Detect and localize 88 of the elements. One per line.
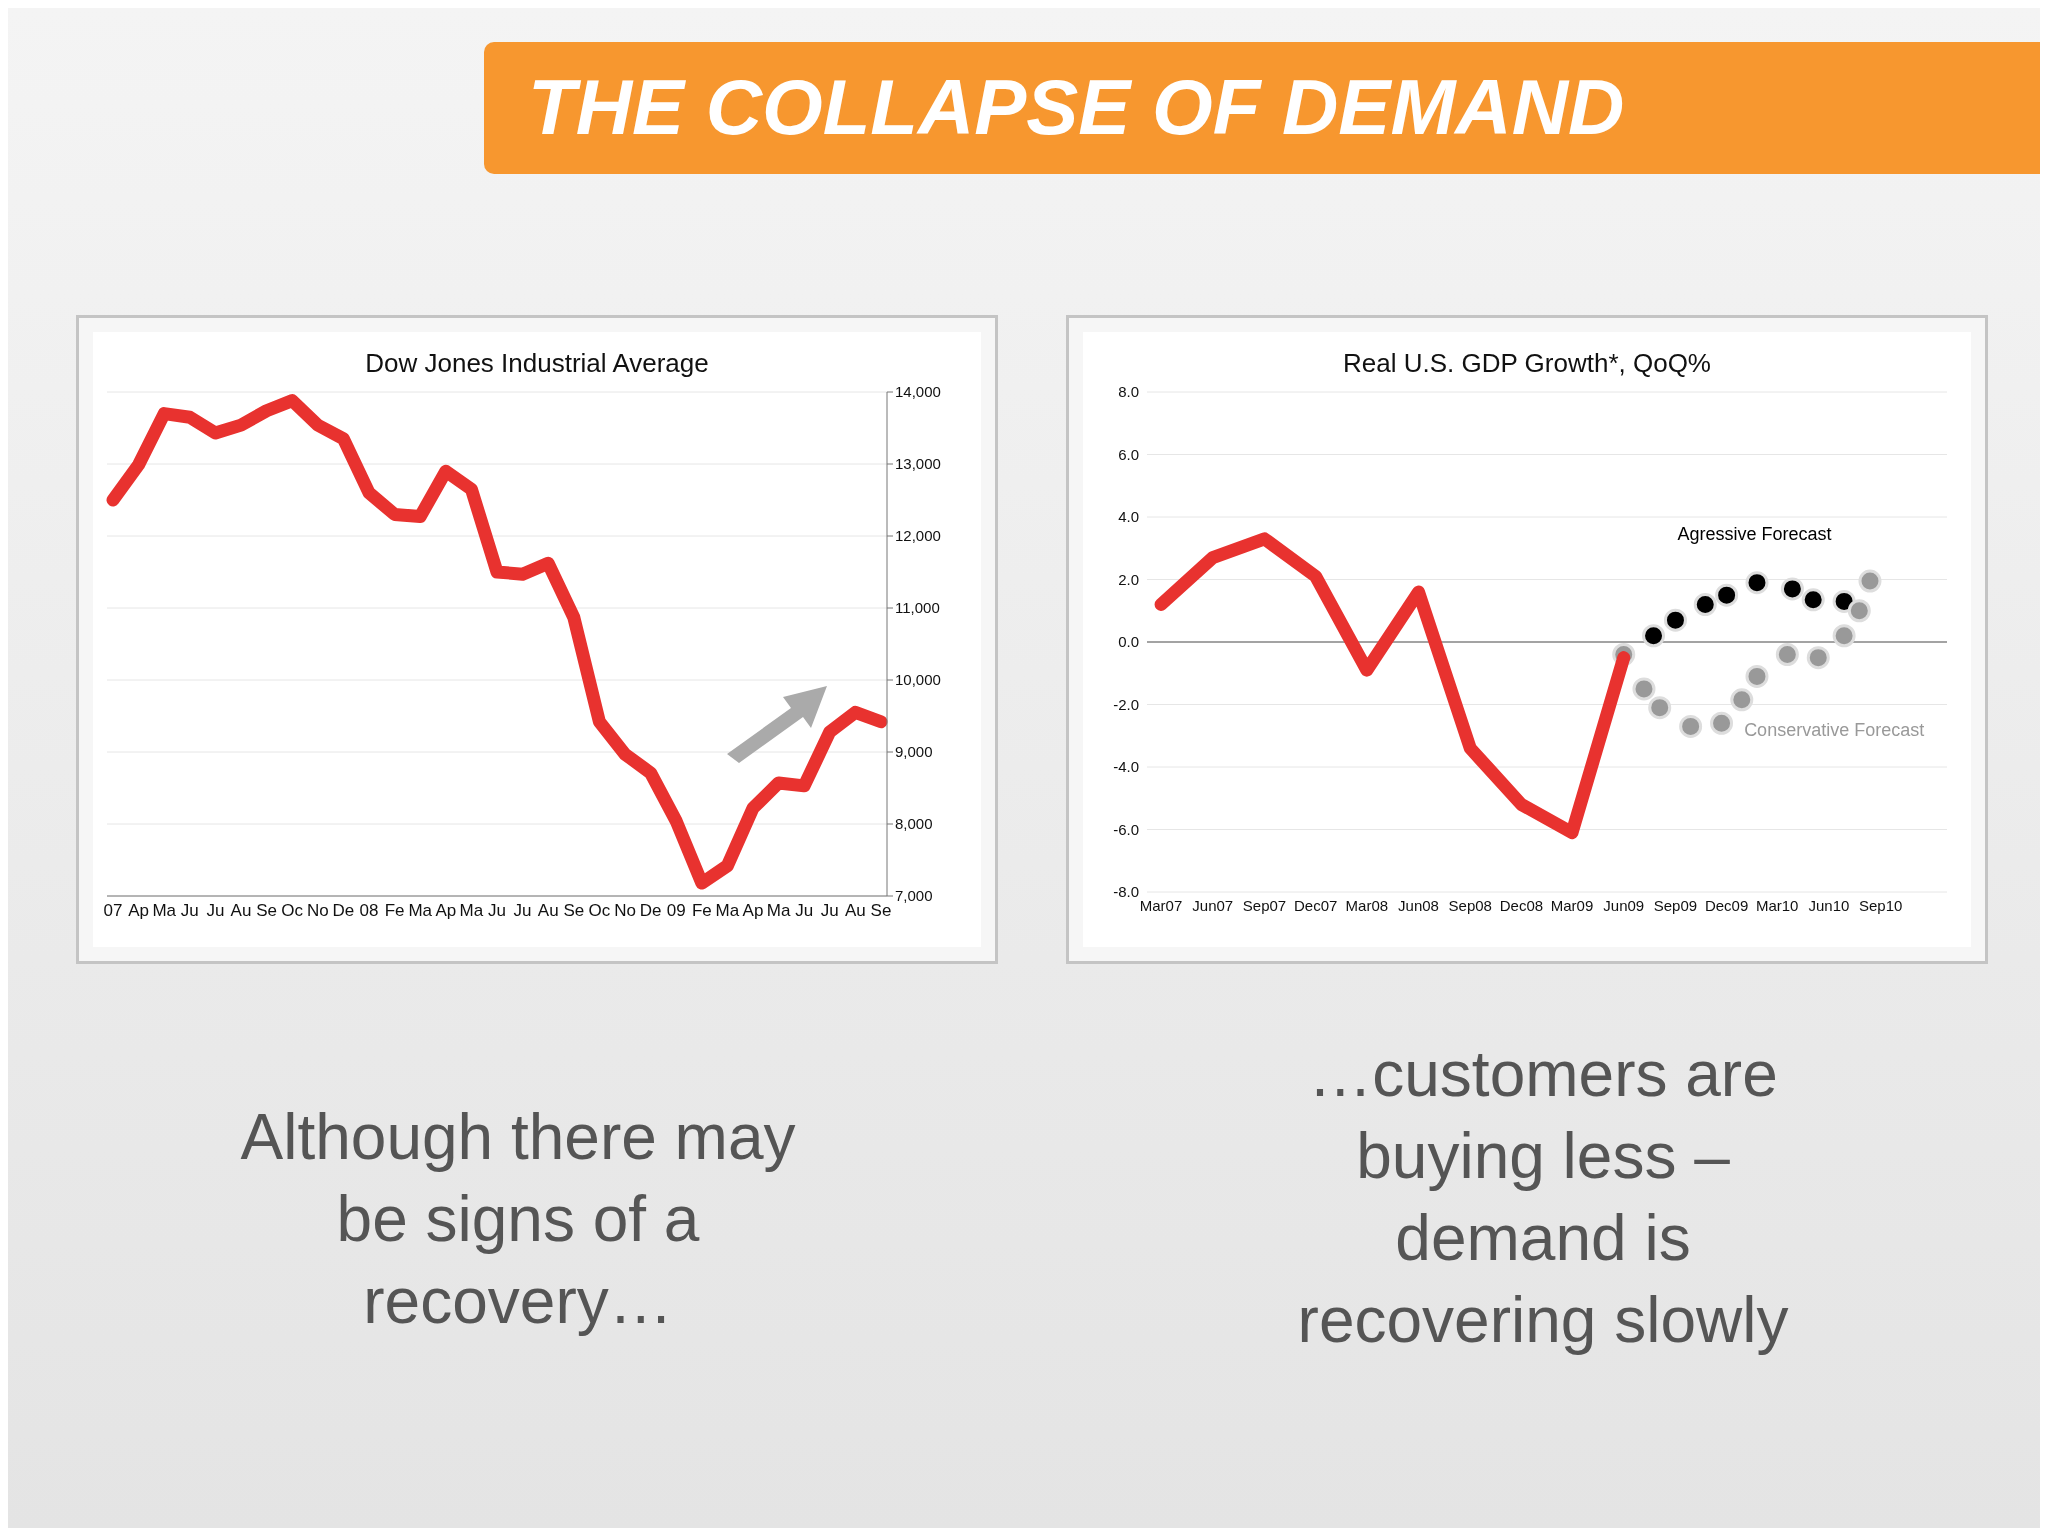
x-tick-label: Ma	[152, 901, 177, 921]
point	[1806, 646, 1830, 670]
y-tick-label: -4.0	[1113, 758, 1139, 776]
x-tick-label: No	[614, 901, 636, 921]
x-tick-label: Jun07	[1192, 896, 1234, 914]
y-tick-label: 8,000	[895, 815, 933, 833]
x-tick-label: Sep07	[1242, 896, 1287, 914]
x-tick-label: Ma	[766, 901, 791, 921]
point	[1710, 711, 1734, 735]
series-label: Conservative Forecast	[1744, 719, 1925, 740]
text: Agressive Forecast	[1677, 524, 1832, 545]
x-tick-label: Se	[256, 901, 277, 921]
point	[1730, 688, 1754, 712]
point	[1642, 624, 1666, 648]
x-tick-label: 08	[359, 901, 379, 921]
x-tick-label: Sep09	[1653, 896, 1698, 914]
x-tick-label: Ap	[742, 901, 764, 921]
text: THE COLLAPSE OF DEMAND	[528, 62, 1625, 153]
x-tick-label: Au	[537, 901, 559, 921]
y-tick-label: 4.0	[1118, 508, 1139, 526]
x-tick-label: Ju	[513, 901, 532, 921]
x-tick-label: Ju	[820, 901, 839, 921]
x-tick-label: Dec07	[1293, 896, 1338, 914]
point	[1648, 696, 1672, 720]
x-tick-label: Fe	[384, 901, 405, 921]
y-tick-label: 12,000	[895, 527, 941, 545]
y-tick-label: -6.0	[1113, 820, 1139, 838]
y-tick-label: 2.0	[1118, 570, 1139, 588]
point	[1745, 664, 1769, 688]
chart-title: Real U.S. GDP Growth*, QoQ%	[1342, 348, 1712, 379]
point	[1801, 588, 1825, 612]
text: Although there may be signs of a recovery…	[239, 1100, 797, 1339]
x-tick-label: Ma	[459, 901, 484, 921]
x-tick-label: De	[639, 901, 662, 921]
point	[1780, 577, 1804, 601]
y-tick-label: 0.0	[1118, 633, 1139, 651]
point	[1847, 599, 1871, 623]
point	[1632, 677, 1656, 701]
x-tick-label: No	[306, 901, 329, 921]
x-tick-label: Dec09	[1704, 896, 1749, 914]
x-tick-label: Se	[563, 901, 585, 921]
y-tick-label: 13,000	[895, 455, 941, 473]
point	[1745, 571, 1769, 595]
y-tick-label: 10,000	[895, 671, 941, 689]
x-tick-label: Ap	[128, 901, 149, 921]
x-tick-label: Au	[230, 901, 252, 921]
y-tick-label: 14,000	[895, 383, 941, 401]
point	[1775, 643, 1799, 666]
x-tick-label: Fe	[691, 901, 712, 921]
y-tick-label: 8.0	[1118, 383, 1139, 401]
y-tick-label: 11,000	[895, 599, 940, 617]
text: …customers are buying less – demand is recovering slowly	[1296, 1037, 1790, 1358]
x-tick-label: Oc	[281, 901, 304, 921]
x-tick-label: Au	[845, 901, 866, 921]
x-tick-label: Mar07	[1139, 896, 1183, 914]
x-tick-label: Oc	[588, 901, 611, 921]
x-tick-label: 09	[666, 901, 686, 921]
y-tick-label: 9,000	[895, 743, 933, 761]
x-tick-label: Jun10	[1808, 896, 1850, 914]
x-tick-label: Ju	[206, 901, 225, 921]
point	[1832, 624, 1856, 648]
chart-title: Dow Jones Industrial Average	[364, 348, 710, 379]
x-tick-label: Mar10	[1755, 896, 1799, 914]
point	[1663, 608, 1687, 632]
x-tick-label: Mar09	[1550, 896, 1594, 914]
x-tick-label: Jun09	[1603, 896, 1645, 914]
point	[1693, 593, 1717, 616]
x-tick-label: Se	[870, 901, 892, 921]
x-tick-label: 07	[103, 901, 123, 921]
x-tick-label: Ma	[408, 901, 433, 921]
y-tick-label: 6.0	[1118, 445, 1139, 463]
y-tick-label: 7,000	[895, 887, 933, 905]
point	[1679, 714, 1703, 738]
x-tick-label: De	[332, 901, 355, 921]
x-tick-label: Ma	[715, 901, 740, 921]
point	[1715, 583, 1739, 607]
x-tick-label: Dec08	[1499, 896, 1544, 914]
y-tick-label: -2.0	[1113, 695, 1139, 713]
x-tick-label: Mar08	[1345, 896, 1389, 914]
x-tick-label: Sep10	[1858, 896, 1903, 914]
point	[1858, 569, 1882, 593]
x-tick-label: Sep08	[1448, 896, 1492, 914]
x-tick-label: Ju	[488, 901, 506, 921]
x-tick-label: Jun08	[1398, 896, 1439, 914]
x-tick-label: Ju	[795, 901, 814, 921]
x-tick-label: Ap	[435, 901, 457, 921]
x-tick-label: Ju	[180, 901, 199, 921]
y-tick-label: -8.0	[1113, 883, 1139, 901]
